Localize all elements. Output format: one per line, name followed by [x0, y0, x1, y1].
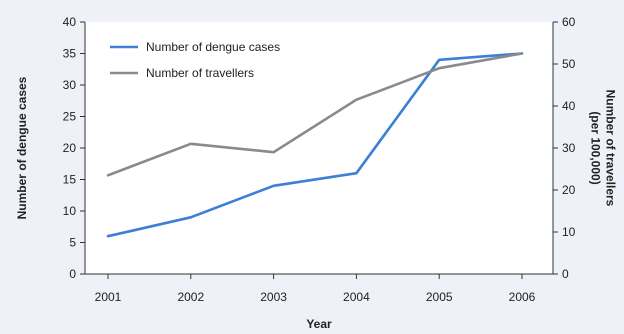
right-tick-label: 20: [562, 183, 576, 197]
right-y-ticks: 0 10 20 30 40 50 60: [553, 15, 576, 281]
legend-label-travellers: Number of travellers: [146, 66, 254, 80]
left-tick-label: 0: [69, 267, 76, 281]
x-tick-label: 2006: [509, 290, 536, 304]
x-tick-label: 2001: [95, 290, 122, 304]
left-y-ticks: 0 5 10 15 20 25 30 35 40: [63, 15, 85, 281]
plot-area: [85, 22, 553, 274]
left-tick-label: 40: [63, 15, 77, 29]
legend: Number of dengue cases Number of travelle…: [110, 40, 280, 80]
left-tick-label: 5: [69, 236, 76, 250]
series-line-dengue-cases: [106, 52, 524, 238]
x-tick-label: 2004: [343, 290, 370, 304]
left-tick-label: 10: [63, 204, 77, 218]
x-tick-label: 2005: [426, 290, 453, 304]
left-tick-label: 20: [63, 141, 77, 155]
right-tick-label: 10: [562, 225, 576, 239]
right-tick-label: 0: [562, 267, 569, 281]
right-y-axis-title-line: Number of travellers: [604, 90, 618, 207]
series-line-travellers: [106, 52, 524, 177]
left-y-axis-title: Number of dengue cases: [15, 76, 29, 219]
right-y-axis-title-line: (per 100,000): [589, 111, 603, 184]
left-tick-label: 35: [63, 47, 77, 61]
right-tick-label: 40: [562, 99, 576, 113]
right-tick-label: 50: [562, 57, 576, 71]
left-tick-label: 15: [63, 173, 77, 187]
legend-label-dengue-cases: Number of dengue cases: [146, 40, 280, 54]
left-tick-label: 30: [63, 78, 77, 92]
right-tick-label: 30: [562, 141, 576, 155]
x-tick-label: 2003: [260, 290, 287, 304]
series-layer: [106, 52, 524, 238]
x-tick-label: 2002: [177, 290, 204, 304]
x-axis-title: Year: [306, 317, 332, 331]
left-tick-label: 25: [63, 110, 77, 124]
right-y-axis-title: Number of travellers(per 100,000): [589, 90, 618, 207]
x-ticks: 2001 2002 2003 2004 2005 2006: [95, 274, 536, 304]
right-tick-label: 60: [562, 15, 576, 29]
